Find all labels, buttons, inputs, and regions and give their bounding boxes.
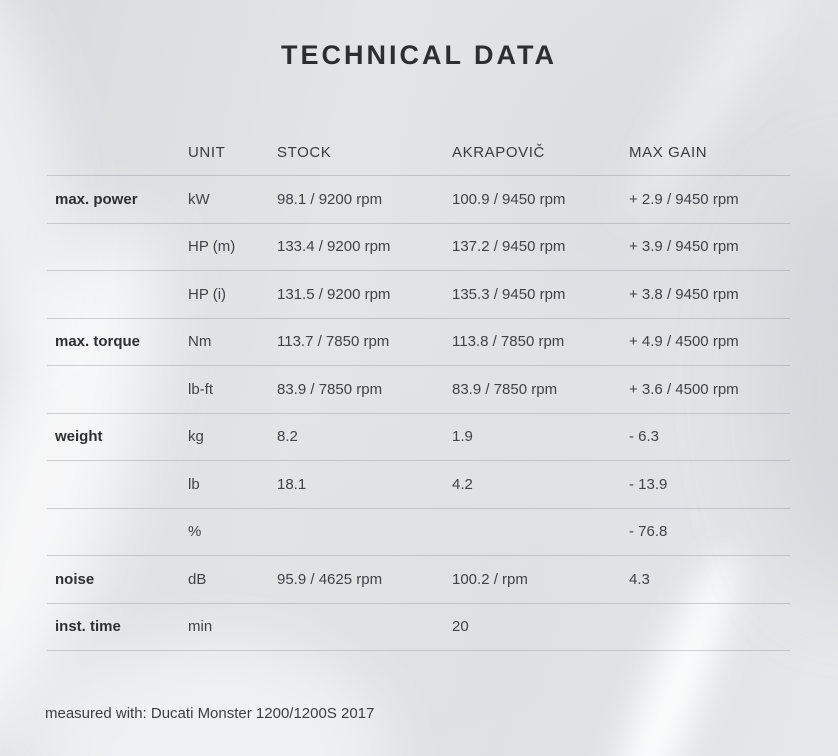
table-body: max. power kW 98.1 / 9200 rpm 100.9 / 94… [47, 176, 790, 651]
table-row: lb-ft 83.9 / 7850 rpm 83.9 / 7850 rpm + … [47, 366, 790, 414]
row-stock-value: 83.9 / 7850 rpm [277, 380, 383, 398]
table-row: max. power kW 98.1 / 9200 rpm 100.9 / 94… [47, 176, 790, 224]
table-row: HP (i) 131.5 / 9200 rpm 135.3 / 9450 rpm… [47, 271, 790, 319]
row-stock-value: 98.1 / 9200 rpm [277, 190, 383, 208]
row-akrapovic-value: 100.2 / rpm [452, 570, 528, 588]
page-title: TECHNICAL DATA [281, 40, 557, 70]
header-max-gain: MAX GAIN [629, 144, 708, 161]
header-stock: STOCK [277, 144, 332, 161]
header-akrapovic: AKRAPOVIČ [452, 144, 545, 161]
row-unit-value: HP (i) [188, 285, 227, 303]
row-label: max. power [55, 190, 138, 208]
row-akrapovic-value: 137.2 / 9450 rpm [452, 238, 566, 256]
row-unit-value: min [188, 618, 213, 636]
row-akrapovic-value: 20 [452, 618, 469, 636]
table-row: HP (m) 133.4 / 9200 rpm 137.2 / 9450 rpm… [47, 224, 790, 271]
row-stock-value: 95.9 / 4625 rpm [277, 570, 383, 588]
table-row: inst. time min 20 [47, 604, 790, 651]
measured-with-note: measured with: Ducati Monster 1200/1200S… [45, 705, 375, 722]
row-akrapovic-value: 100.9 / 9450 rpm [452, 190, 566, 208]
row-unit-value: HP (m) [188, 238, 236, 256]
row-stock-value: 8.2 [277, 428, 298, 446]
row-stock-value: 133.4 / 9200 rpm [277, 238, 391, 256]
row-max-gain-value: + 2.9 / 9450 rpm [629, 190, 739, 208]
row-max-gain-value: 4.3 [629, 570, 650, 588]
table-row: max. torque Nm 113.7 / 7850 rpm 113.8 / … [47, 319, 790, 366]
row-max-gain-value: + 3.9 / 9450 rpm [629, 238, 739, 256]
row-unit-value: lb-ft [188, 380, 214, 398]
row-label: weight [55, 428, 103, 446]
row-max-gain-value: - 13.9 [629, 475, 668, 493]
row-max-gain-value: + 3.6 / 4500 rpm [629, 380, 739, 398]
row-stock-value: 113.7 / 7850 rpm [277, 333, 390, 351]
table-row: noise dB 95.9 / 4625 rpm 100.2 / rpm 4.3 [47, 556, 790, 604]
row-max-gain-value: - 6.3 [629, 428, 660, 446]
row-unit-value: kW [188, 190, 210, 208]
row-akrapovic-value: 135.3 / 9450 rpm [452, 285, 566, 303]
row-stock-value: 18.1 [277, 475, 307, 493]
table-header-row: UNIT STOCK AKRAPOVIČ MAX GAIN [47, 130, 790, 176]
row-max-gain-value: + 3.8 / 9450 rpm [629, 285, 739, 303]
row-unit-value: lb [188, 475, 200, 493]
row-akrapovic-value: 113.8 / 7850 rpm [452, 333, 565, 351]
row-stock-value: 131.5 / 9200 rpm [277, 285, 391, 303]
row-unit-value: % [188, 523, 202, 541]
row-label: noise [55, 570, 95, 588]
row-akrapovic-value: 1.9 [452, 428, 473, 446]
row-unit-value: Nm [188, 333, 212, 351]
table-row: % - 76.8 [47, 509, 790, 556]
row-label: max. torque [55, 333, 141, 351]
technical-data-table: UNIT STOCK AKRAPOVIČ MAX GAIN max. power… [47, 130, 790, 651]
row-akrapovic-value: 4.2 [452, 475, 473, 493]
row-max-gain-value: - 76.8 [629, 523, 668, 541]
table-row: lb 18.1 4.2 - 13.9 [47, 461, 790, 509]
row-unit-value: dB [188, 570, 207, 588]
row-max-gain-value: + 4.9 / 4500 rpm [629, 333, 739, 351]
row-label: inst. time [55, 618, 121, 636]
row-unit-value: kg [188, 428, 204, 446]
header-unit: UNIT [188, 144, 226, 161]
row-akrapovic-value: 83.9 / 7850 rpm [452, 380, 558, 398]
table-row: weight kg 8.2 1.9 - 6.3 [47, 414, 790, 461]
